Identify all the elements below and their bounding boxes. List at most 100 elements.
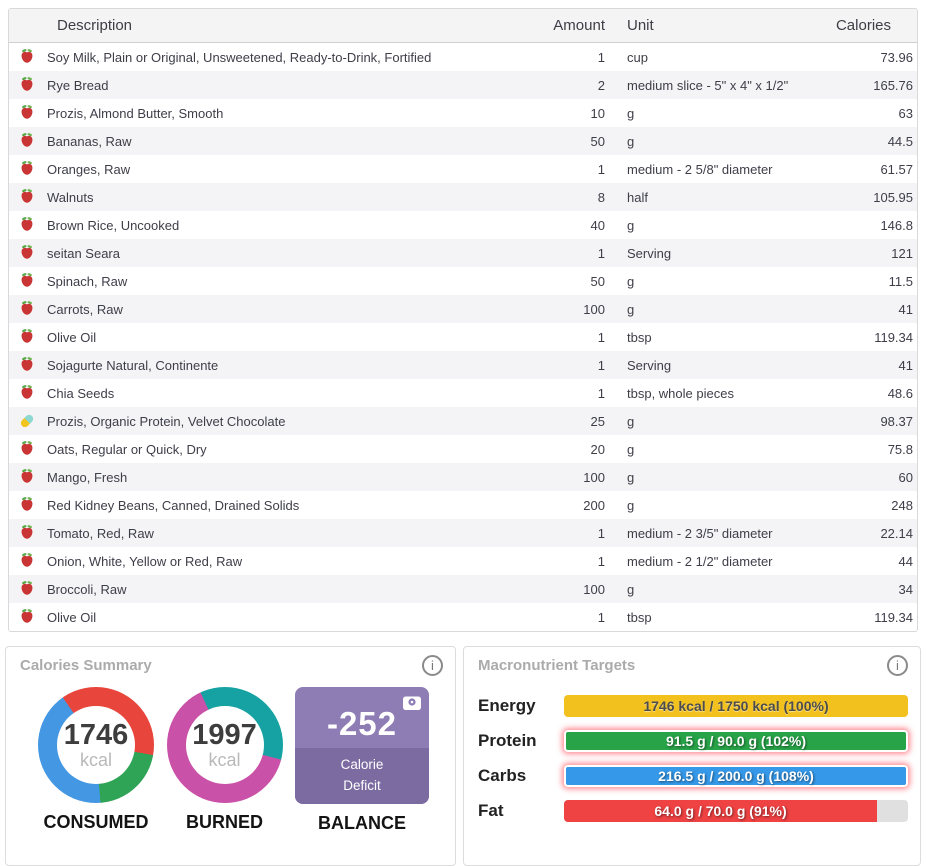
row-unit: g: [627, 217, 635, 233]
weight-scale-icon: [402, 693, 422, 716]
table-row[interactable]: Mango, Fresh 100 g 60: [9, 463, 917, 491]
energy-progress-text: 1746 kcal / 1750 kcal (100%): [643, 698, 829, 714]
table-row[interactable]: Bananas, Raw 50 g 44.5: [9, 127, 917, 155]
table-header: Description Amount Unit Calories: [9, 9, 917, 43]
row-description: Onion, White, Yellow or Red, Raw: [47, 553, 243, 569]
table-row[interactable]: Oranges, Raw 1 medium - 2 5/8" diameter …: [9, 155, 917, 183]
supplement-pill-icon: [19, 413, 35, 429]
row-amount: 100: [583, 581, 605, 597]
row-description: Brown Rice, Uncooked: [47, 217, 180, 233]
table-row[interactable]: Prozis, Organic Protein, Velvet Chocolat…: [9, 407, 917, 435]
protein-progress-bar: 91.5 g / 90.0 g (102%): [564, 730, 908, 752]
burned-value: 1997: [192, 719, 257, 752]
row-unit: medium - 2 1/2" diameter: [627, 553, 773, 569]
protein-progress-text: 91.5 g / 90.0 g (102%): [665, 733, 807, 749]
row-calories: 22.14: [880, 525, 913, 541]
row-amount: 20: [590, 441, 605, 457]
protein-label: Protein: [478, 731, 537, 750]
info-icon[interactable]: i: [887, 655, 908, 676]
table-row[interactable]: Rye Bread 2 medium slice - 5" x 4" x 1/2…: [9, 71, 917, 99]
row-calories: 41: [898, 357, 913, 373]
calories-summary-title: Calories Summary: [20, 657, 152, 674]
fat-progress-text: 64.0 g / 70.0 g (91%): [654, 803, 787, 819]
row-calories: 11.5: [888, 273, 913, 289]
row-unit: medium slice - 5" x 4" x 1/2": [627, 77, 789, 93]
table-row[interactable]: Olive Oil 1 tbsp 119.34: [9, 323, 917, 351]
table-row[interactable]: Carrots, Raw 100 g 41: [9, 295, 917, 323]
fat-label: Fat: [478, 801, 504, 820]
table-row[interactable]: seitan Seara 1 Serving 121: [9, 239, 917, 267]
apple-food-icon: [19, 524, 35, 543]
column-header-amount[interactable]: Amount: [553, 17, 605, 34]
row-amount: 50: [590, 133, 605, 149]
row-amount: 25: [590, 413, 605, 429]
row-calories: 98.37: [880, 413, 913, 429]
energy-target-row: Energy 1746 kcal / 1750 kcal (100%): [478, 695, 908, 717]
row-description: Olive Oil: [47, 329, 97, 345]
food-diary-table: Description Amount Unit Calories Soy Mil: [8, 8, 918, 632]
row-calories: 121: [891, 245, 913, 261]
row-unit: g: [627, 413, 635, 429]
table-row[interactable]: Brown Rice, Uncooked 40 g 146.8: [9, 211, 917, 239]
fat-progress-bar: 64.0 g / 70.0 g (91%): [564, 800, 878, 822]
apple-food-icon: [19, 496, 35, 515]
balance-status-line1: Calorie: [340, 757, 384, 773]
row-description: Tomato, Red, Raw: [47, 525, 154, 541]
macronutrient-targets-title: Macronutrient Targets: [478, 657, 636, 674]
info-icon[interactable]: i: [422, 655, 443, 676]
table-row[interactable]: Prozis, Almond Butter, Smooth 10 g 63: [9, 99, 917, 127]
table-row[interactable]: Sojagurte Natural, Continente 1 Serving …: [9, 351, 917, 379]
table-row[interactable]: Broccoli, Raw 100 g 34: [9, 575, 917, 603]
row-unit: cup: [627, 49, 648, 65]
column-header-unit[interactable]: Unit: [627, 17, 654, 34]
apple-food-icon: [19, 216, 35, 235]
row-amount: 100: [583, 301, 605, 317]
row-calories: 44.5: [887, 133, 913, 149]
balance-label: BALANCE: [318, 813, 406, 833]
table-row[interactable]: Red Kidney Beans, Canned, Drained Solids…: [9, 491, 917, 519]
row-unit: tbsp: [627, 609, 652, 625]
row-amount: 1: [597, 49, 605, 65]
row-unit: g: [627, 581, 635, 597]
burned-label: BURNED: [185, 812, 263, 832]
energy-label: Energy: [478, 696, 536, 715]
table-row[interactable]: Tomato, Red, Raw 1 medium - 2 3/5" diame…: [9, 519, 917, 547]
apple-food-icon: [19, 440, 35, 459]
carbs-label: Carbs: [478, 766, 527, 785]
table-row[interactable]: Olive Oil 1 tbsp 119.34: [9, 603, 917, 631]
table-row[interactable]: Walnuts 8 half 105.95: [9, 183, 917, 211]
row-description: Prozis, Almond Butter, Smooth: [47, 105, 224, 121]
row-description: Carrots, Raw: [47, 301, 123, 317]
row-unit: g: [627, 497, 635, 513]
row-description: Rye Bread: [47, 77, 109, 93]
row-amount: 50: [590, 273, 605, 289]
balance-value: -252: [326, 705, 398, 742]
table-row[interactable]: Oats, Regular or Quick, Dry 20 g 75.8: [9, 435, 917, 463]
row-description: Spinach, Raw: [47, 273, 128, 289]
row-unit: medium - 2 3/5" diameter: [627, 525, 773, 541]
apple-food-icon: [19, 188, 35, 207]
table-row[interactable]: Onion, White, Yellow or Red, Raw 1 mediu…: [9, 547, 917, 575]
fat-target-row: Fat 64.0 g / 70.0 g (91%): [478, 800, 908, 822]
macronutrient-targets-panel: Macronutrient Targets i Energy 1746 kcal…: [463, 646, 921, 866]
consumed-donut-chart: 1746 kcal: [38, 687, 154, 803]
table-row[interactable]: Chia Seeds 1 tbsp, whole pieces 48.6: [9, 379, 917, 407]
row-calories: 75.8: [887, 441, 913, 457]
row-unit: g: [627, 301, 635, 317]
table-row[interactable]: Soy Milk, Plain or Original, Unsweetened…: [9, 43, 917, 71]
column-header-calories[interactable]: Calories: [835, 17, 891, 34]
row-description: Mango, Fresh: [47, 469, 128, 485]
apple-food-icon: [19, 300, 35, 319]
row-unit: tbsp, whole pieces: [627, 385, 734, 401]
column-header-description[interactable]: Description: [57, 17, 133, 34]
row-description: Broccoli, Raw: [47, 581, 127, 597]
balance-group: -252 Calorie Deficit BALANCE: [295, 687, 429, 834]
consumed-chart-group: 1746 kcal CONSUMED: [38, 687, 154, 834]
table-row[interactable]: Spinach, Raw 50 g 11.5: [9, 267, 917, 295]
row-unit: tbsp: [627, 329, 652, 345]
carbs-target-row: Carbs 216.5 g / 200.0 g (108%): [478, 765, 908, 787]
fat-progress-track: 64.0 g / 70.0 g (91%): [564, 800, 908, 822]
balance-tile: -252 Calorie Deficit: [295, 687, 429, 804]
row-description: Chia Seeds: [47, 385, 115, 401]
apple-food-icon: [19, 132, 35, 151]
